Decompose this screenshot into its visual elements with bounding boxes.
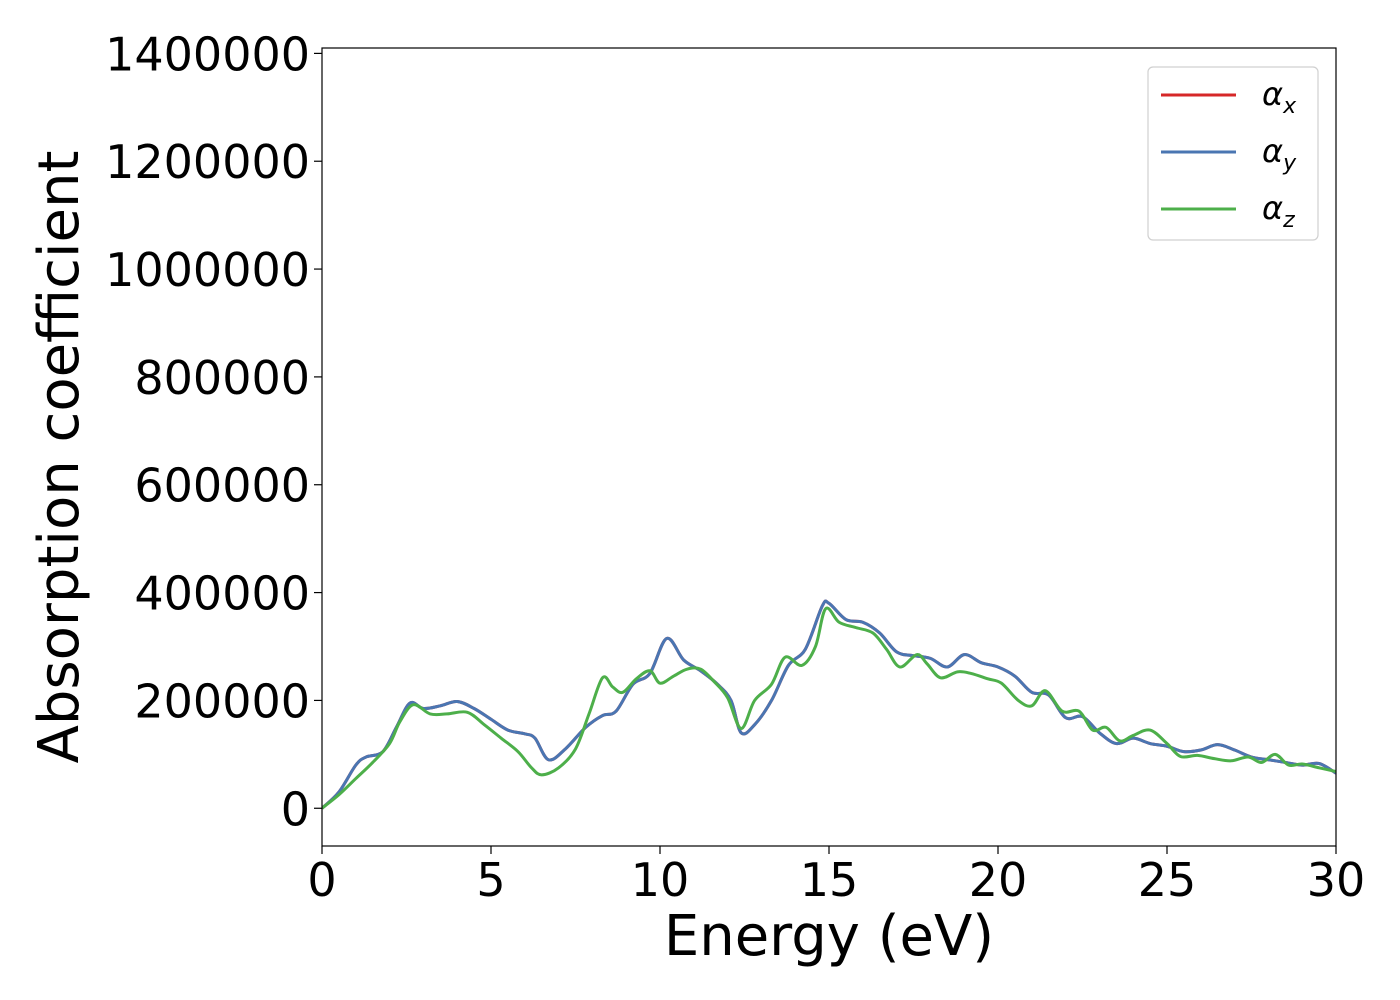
y-tick-label: 1400000 [105,27,310,81]
y-tick-label: 400000 [134,567,310,621]
x-axis-title: Energy (eV) [664,904,994,969]
x-tick-label: 20 [969,853,1028,907]
y-axis-ticks: 0 200000 400000 600000 800000 1000000 1200000 1… [105,27,322,836]
x-tick-label: 15 [800,853,859,907]
x-axis-ticks: 0 5 10 15 20 25 30 [307,846,1365,907]
x-tick-label: 30 [1307,853,1366,907]
y-tick-label: 0 [281,782,310,836]
y-tick-label: 1200000 [105,135,310,189]
y-tick-label: 1000000 [105,243,310,297]
series-line-x [322,599,1336,810]
y-tick-label: 600000 [134,459,310,513]
x-tick-label: 25 [1138,853,1197,907]
y-tick-label: 200000 [134,674,310,728]
x-tick-label: 5 [476,853,505,907]
x-tick-label: 0 [307,853,336,907]
y-tick-label: 800000 [134,351,310,405]
series-lines [322,599,1336,810]
y-axis-title: Absorption coefficient [27,151,92,764]
x-tick-label: 10 [631,853,690,907]
series-line-y [322,599,1336,810]
series-line-z [322,606,1336,810]
